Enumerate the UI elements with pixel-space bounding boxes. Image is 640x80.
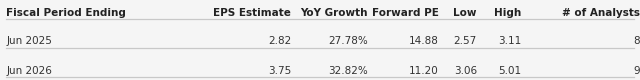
Text: 32.82%: 32.82%	[328, 66, 368, 76]
Text: Low: Low	[453, 8, 477, 18]
Text: # of Analysts: # of Analysts	[562, 8, 640, 18]
Text: 2.57: 2.57	[454, 36, 477, 46]
Text: 8: 8	[634, 36, 640, 46]
Text: 27.78%: 27.78%	[328, 36, 368, 46]
Text: 2.82: 2.82	[268, 36, 291, 46]
Text: High: High	[494, 8, 522, 18]
Text: YoY Growth: YoY Growth	[301, 8, 368, 18]
Text: 11.20: 11.20	[409, 66, 438, 76]
Text: Jun 2026: Jun 2026	[6, 66, 52, 76]
Text: Fiscal Period Ending: Fiscal Period Ending	[6, 8, 126, 18]
Text: Forward PE: Forward PE	[372, 8, 438, 18]
Text: 9: 9	[634, 66, 640, 76]
Text: EPS Estimate: EPS Estimate	[213, 8, 291, 18]
Text: Jun 2025: Jun 2025	[6, 36, 52, 46]
Text: 3.06: 3.06	[454, 66, 477, 76]
Text: 3.11: 3.11	[499, 36, 522, 46]
Text: 3.75: 3.75	[268, 66, 291, 76]
Text: 14.88: 14.88	[408, 36, 438, 46]
Text: 5.01: 5.01	[499, 66, 522, 76]
